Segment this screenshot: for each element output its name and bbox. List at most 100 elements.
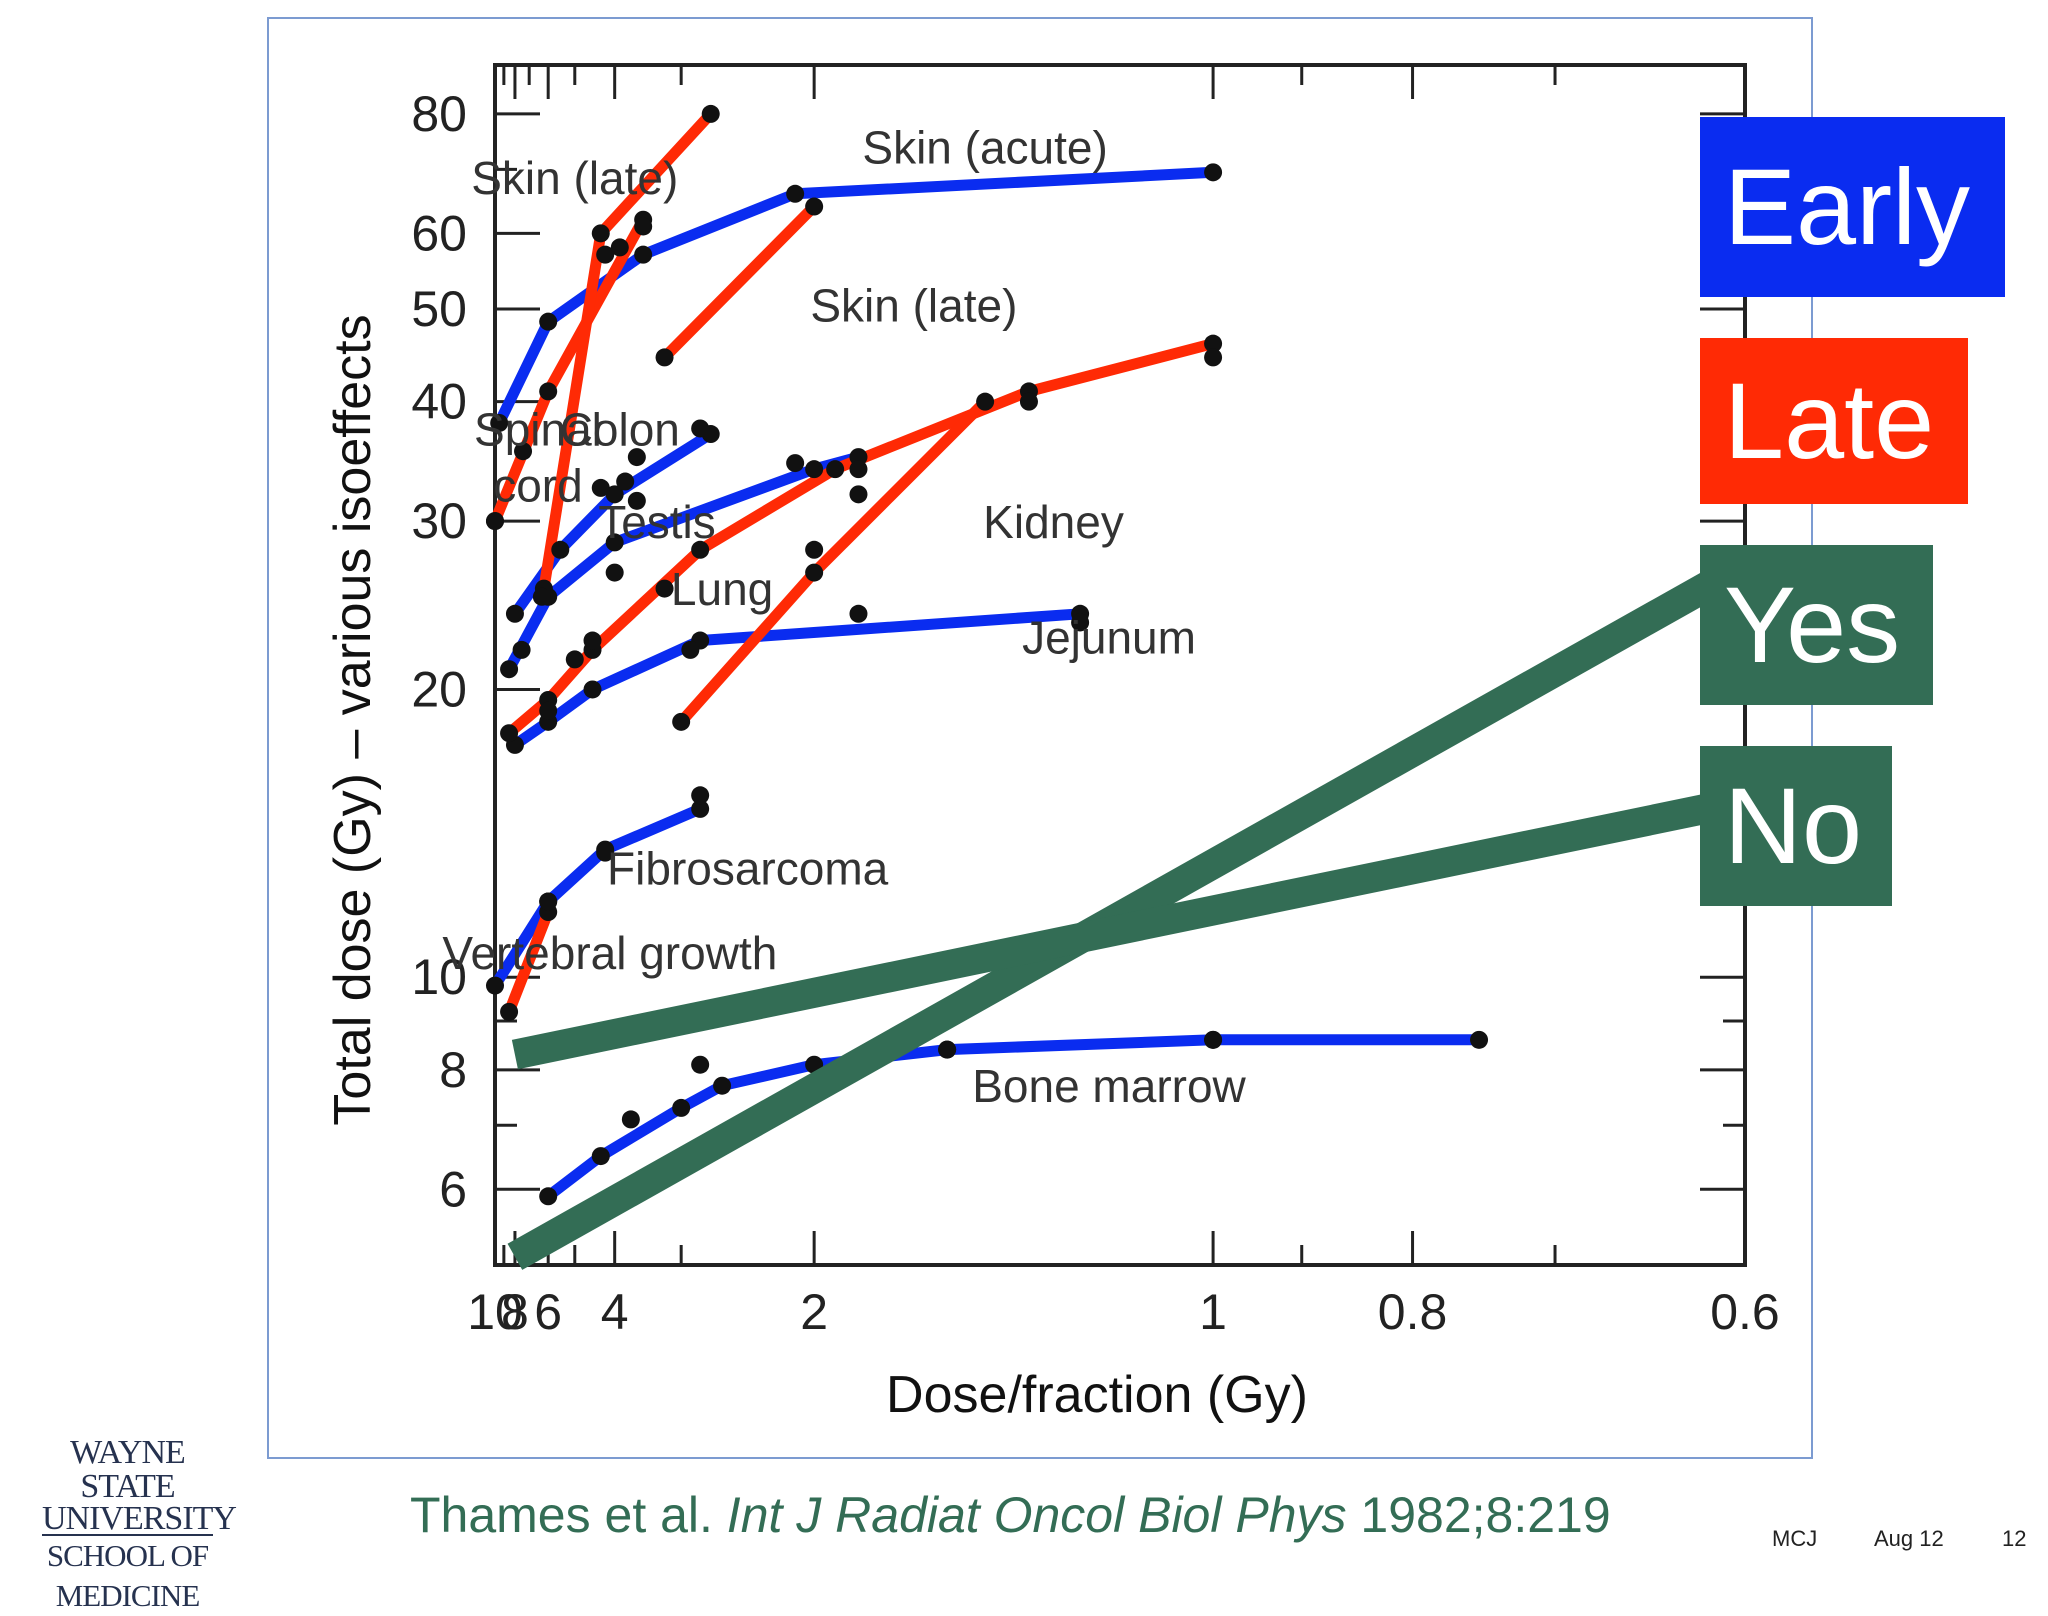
data-point: [591, 478, 610, 497]
data-point: [672, 1098, 691, 1117]
legend-late: Late: [1700, 338, 1968, 504]
annotation-line: Skin (late): [810, 280, 1017, 332]
series-line-colon: [509, 428, 717, 620]
data-point: [713, 1076, 732, 1095]
data-point: [616, 472, 635, 491]
data-point: [532, 587, 551, 606]
data-point: [681, 640, 700, 659]
annotation-skin-late: Skin (late): [810, 280, 1017, 332]
data-point: [691, 786, 710, 805]
data-point: [591, 1147, 610, 1166]
data-point: [514, 442, 533, 461]
footer-page: 12: [2002, 1526, 2027, 1551]
data-point: [805, 563, 824, 582]
data-point: [672, 712, 691, 731]
annotation-skin-acute: Skin (acute): [862, 121, 1107, 173]
x-tick-label: 6: [534, 1284, 562, 1340]
annotation-jejunum: Jejunum: [1022, 612, 1196, 664]
annotation-skin-late: Skin (late): [471, 152, 678, 204]
data-point: [627, 491, 646, 510]
annotation-line: Jejunum: [1022, 612, 1196, 664]
x-tick-label: 0.6: [1710, 1284, 1780, 1340]
x-tick-label: 4: [601, 1284, 629, 1340]
series-line-yes: [507, 551, 1753, 1270]
annotation-line: cord: [493, 459, 582, 511]
annotation-kidney: Kidney: [983, 496, 1124, 548]
citation-journal: Int J Radiat Oncol Biol Phys: [726, 1487, 1347, 1543]
x-tick-label: 10: [467, 1284, 523, 1340]
annotation-line: Bone marrow: [972, 1060, 1246, 1112]
data-point: [938, 1040, 957, 1059]
data-point: [701, 104, 720, 123]
legend-yes: Yes: [1700, 545, 1933, 705]
data-point: [826, 460, 845, 479]
data-point: [486, 512, 504, 531]
series-line-fibrosarcoma: [489, 803, 706, 992]
data-point: [849, 604, 868, 623]
data-point: [610, 238, 629, 257]
data-point: [605, 533, 624, 552]
university-logo: WAYNE STATE UNIVERSITY SCHOOL OF MEDICIN…: [20, 1436, 237, 1616]
data-point: [805, 540, 824, 559]
data-point: [627, 448, 646, 467]
data-point: [505, 604, 524, 623]
data-point: [691, 419, 710, 438]
series-line-jejunum: [509, 608, 1086, 751]
annotation-line: Testis: [598, 496, 716, 548]
annotation-lung: Lung: [671, 563, 773, 615]
y-tick-label: 80: [411, 86, 467, 142]
y-tick-label: 8: [439, 1042, 467, 1098]
data-point: [1204, 163, 1223, 182]
annotation-line: Lung: [671, 563, 773, 615]
data-point: [786, 454, 805, 473]
legend-no: No: [1700, 746, 1892, 906]
data-point: [621, 1110, 640, 1129]
data-point: [596, 245, 615, 264]
series-line-skin-late: [659, 201, 820, 363]
data-point: [565, 650, 584, 669]
series-line-bone-marrow: [542, 1034, 1485, 1202]
data-point: [849, 460, 868, 479]
series-line-no: [511, 786, 1749, 1070]
data-point: [634, 245, 653, 264]
annotation-bone-marrow: Bone marrow: [972, 1060, 1246, 1112]
annotation-layer: Skin (acute) Skin (late) Skin (late) Spinal…: [442, 121, 1246, 1112]
data-point: [512, 640, 531, 659]
data-point: [786, 184, 805, 203]
annotation-line: Kidney: [983, 496, 1124, 548]
legend-early: Early: [1700, 117, 2005, 297]
annotation-fibrosarcoma: Fibrosarcoma: [607, 843, 889, 895]
data-point: [500, 660, 519, 679]
series-line-kidney: [675, 396, 991, 728]
data-point: [500, 1002, 519, 1021]
footer-author: MCJ: [1772, 1526, 1818, 1551]
data-point: [605, 563, 624, 582]
x-tick-label: 2: [800, 1284, 828, 1340]
x-tick-label: 1: [1199, 1284, 1227, 1340]
y-tick-label: 6: [439, 1161, 467, 1217]
citation-ref: 1982;8:219: [1346, 1487, 1611, 1543]
annotation-line: Colon: [560, 403, 680, 455]
x-tick-label: 8: [501, 1284, 529, 1340]
annotation-line: Spinal: [474, 403, 602, 455]
y-tick-label: 40: [411, 374, 467, 430]
data-point: [539, 701, 558, 720]
data-point: [596, 843, 615, 862]
annotation-line: Vertebral growth: [442, 927, 777, 979]
y-tick-label: 10: [411, 949, 467, 1005]
data-point: [605, 485, 624, 504]
points-layer: [486, 104, 1489, 1206]
logo-line2: UNIVERSITY: [42, 1500, 237, 1537]
annotation-vertebral-growth: Vertebral growth: [442, 927, 777, 979]
data-point: [1204, 1030, 1223, 1049]
annotation-line: Skin (acute): [862, 121, 1107, 173]
data-point: [805, 460, 824, 479]
data-point: [490, 413, 509, 432]
y-tick-label: 20: [411, 661, 467, 717]
annotation-testis: Testis: [598, 496, 716, 548]
data-point: [486, 976, 504, 995]
data-point: [1071, 613, 1090, 632]
data-point: [551, 540, 570, 559]
data-point: [805, 197, 824, 216]
